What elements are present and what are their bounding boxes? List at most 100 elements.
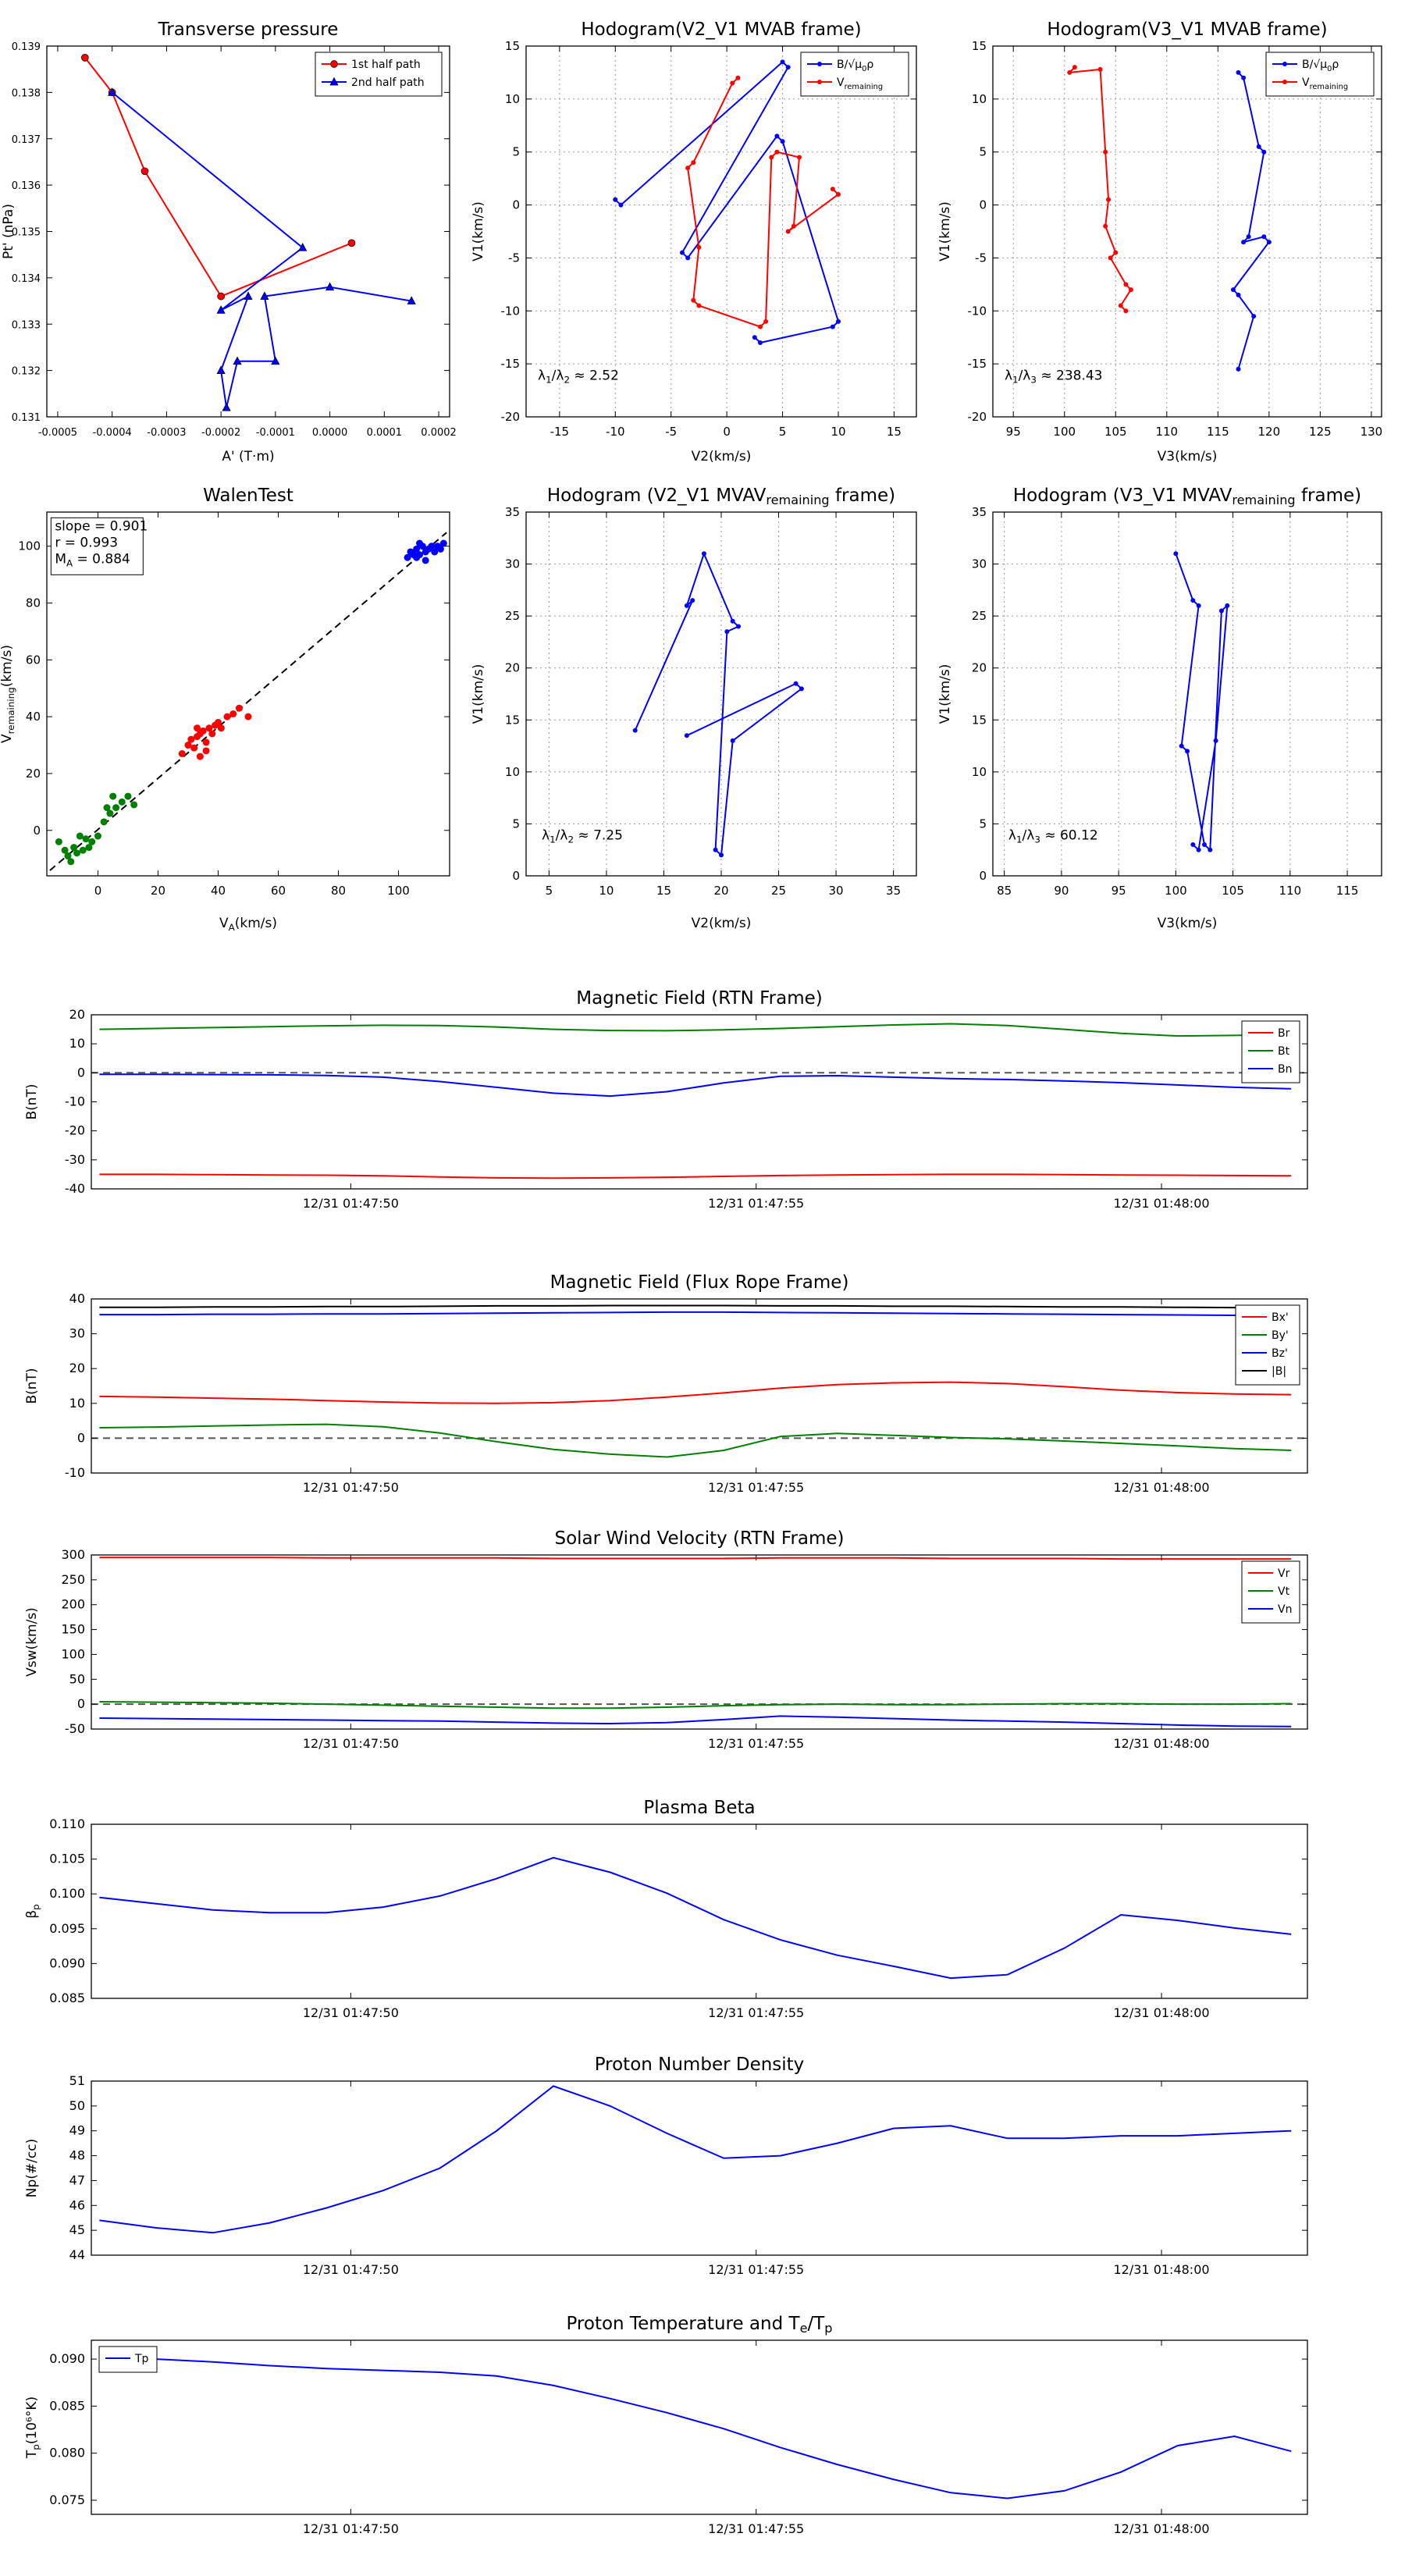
y-tick-label: 0.075 [49, 2492, 85, 2507]
ticks: 12/31 01:47:50 12/31 01:47:55 12/31 01:48:… [65, 1007, 1307, 1211]
x-tick-label: 20 [713, 884, 728, 898]
x-tick-label: 0.0002 [421, 427, 457, 439]
y-tick-label: -20 [968, 410, 987, 424]
x-axis-label: V2(km/s) [692, 916, 752, 931]
legend: B/√μ0ρ Vremaining [1265, 52, 1375, 97]
series-group [99, 1856, 1292, 1980]
x-tick-label: 12/31 01:47:50 [303, 1736, 399, 1751]
axes-frame [91, 1823, 1308, 1999]
x-tick-label: 12/31 01:47:55 [708, 1480, 804, 1495]
y-tick-label: 0 [979, 869, 987, 883]
x-tick-label: 0.0000 [312, 427, 348, 439]
x-tick-label: 5 [546, 884, 553, 898]
axes-frame [91, 2080, 1308, 2256]
y-tick-label: 20 [26, 767, 41, 781]
y-tick-label: 5 [979, 817, 987, 831]
y-tick-label: 10 [69, 1396, 85, 1411]
x-tick-label: 12/31 01:47:50 [303, 2005, 399, 2020]
y-tick-label: -15 [501, 357, 521, 371]
ticks: -15 -10 -5 0 5 10 15 -20 -15 -10 -5 0 5 10 15 [501, 39, 916, 439]
beta-p [99, 1856, 1292, 1980]
legend-label: Bx' [1272, 1311, 1289, 1324]
ticks: 12/31 01:47:50 12/31 01:47:55 12/31 01:48:… [61, 1547, 1307, 1751]
series-group [632, 551, 804, 858]
legend: B/√μ0ρ Vremaining [800, 52, 909, 97]
ticks: 85 90 95 100 105 110 115 0 5 10 15 20 25 30 35 [972, 505, 1382, 898]
legend-label: By' [1272, 1329, 1289, 1342]
annotation: λ1/λ2 ≈ 2.52 [538, 368, 619, 386]
y-tick-label: 15 [505, 39, 520, 53]
ticks: 0 20 40 60 80 100 0 20 40 60 80 100 [18, 512, 450, 898]
chart-hodogram-v2v1-mvab: -15 -10 -5 0 5 10 15 -20 -15 -10 -5 0 5 10 15 Hodogram(… [468, 9, 924, 470]
series-group [91, 1023, 1307, 1179]
axes-frame [91, 1298, 1308, 1474]
x-axis-label: V2(km/s) [692, 449, 752, 464]
x-tick-label: 12/31 01:47:55 [708, 2521, 804, 2536]
x-tick-label: 0 [723, 425, 731, 439]
y-axis-label: Pt' (nPa) [1, 204, 16, 259]
Vt [99, 1701, 1292, 1710]
legend-label: Vt [1278, 1585, 1290, 1598]
Bt [99, 1023, 1292, 1037]
v-remaining [687, 76, 840, 328]
y-tick-label: 5 [512, 817, 520, 831]
x-tick-label: 12/31 01:47:55 [708, 2005, 804, 2020]
panel-magnetic-field-rtn: 12/31 01:47:50 12/31 01:47:55 12/31 01:48:… [0, 977, 1319, 1226]
annotation-text: λ1/λ3 ≈ 238.43 [1005, 368, 1103, 386]
y-tick-label: 0.085 [49, 1991, 85, 2005]
annotation: λ1/λ3 ≈ 238.43 [1005, 368, 1103, 386]
y-tick-label: 15 [972, 713, 987, 727]
b-over-sqrt-mu0rho [614, 61, 840, 344]
y-tick-label: 0.139 [12, 41, 41, 53]
x-tick-label: 12/31 01:47:50 [303, 2521, 399, 2536]
Bx-prime [99, 1381, 1292, 1404]
x-tick-label: 95 [1112, 884, 1126, 898]
y-axis-label: βp [24, 1904, 41, 1918]
y-tick-label: 46 [69, 2197, 85, 2212]
axes-frame [91, 1014, 1308, 1190]
chart-title: WalenTest [203, 486, 293, 506]
legend: Bx' By' Bz' |B| [1235, 1304, 1300, 1386]
annotation-text: λ1/λ2 ≈ 2.52 [538, 368, 619, 386]
legend: Vr Vt Vn [1241, 1560, 1300, 1624]
x-tick-label: 10 [599, 884, 614, 898]
y-tick-label: 0.085 [49, 2398, 85, 2413]
x-tick-label: 125 [1309, 425, 1332, 439]
x-tick-label: -15 [550, 425, 570, 439]
y-tick-label: 0.090 [49, 2351, 85, 2366]
y-tick-label: -10 [501, 304, 521, 318]
x-tick-label: -5 [665, 425, 677, 439]
y-tick-label: 100 [61, 1646, 85, 1661]
y-tick-label: -30 [65, 1152, 85, 1167]
y-tick-label: 25 [505, 609, 520, 623]
y-tick-label: 30 [69, 1326, 85, 1341]
proton-temperature-svg: 12/31 01:47:50 12/31 01:47:55 12/31 01:48:… [24, 2314, 1308, 2536]
ticks: 95 100 105 110 115 120 125 130 -20 -15 -10 -5 0 5 10 15 [968, 39, 1383, 439]
x-tick-label: 20 [151, 884, 165, 898]
legend: 1st half path 2nd half path [315, 52, 443, 97]
x-tick-label: 85 [997, 884, 1012, 898]
y-axis-label: Vremaining(km/s) [0, 645, 16, 743]
y-tick-label: -10 [968, 304, 987, 318]
x-tick-label: 12/31 01:48:00 [1114, 1196, 1210, 1211]
x-tick-label: 40 [211, 884, 226, 898]
y-tick-label: 15 [505, 713, 520, 727]
y-tick-label: 0.110 [49, 1816, 85, 1831]
b-over-sqrt-mu0rho [1232, 72, 1271, 370]
x-tick-label: 12/31 01:47:50 [303, 1480, 399, 1495]
chart-title: Plasma Beta [643, 1798, 755, 1818]
x-tick-label: 90 [1054, 884, 1069, 898]
y-tick-label: 0.137 [12, 134, 41, 146]
x-tick-label: 100 [387, 884, 410, 898]
series-group [99, 2356, 1292, 2500]
magnetic-field-flux-rope-svg: 12/31 01:47:50 12/31 01:47:55 12/31 01:48:… [24, 1272, 1308, 1495]
annotation-text: λ1/λ2 ≈ 7.25 [542, 827, 623, 845]
x-tick-label: 12/31 01:47:50 [303, 1196, 399, 1211]
x-axis-label: V3(km/s) [1158, 916, 1218, 931]
annotation-text: slope = 0.901 [55, 518, 148, 534]
chart-title: Proton Number Density [595, 2055, 805, 2075]
axes-frame [525, 45, 917, 418]
gridlines [993, 45, 1382, 418]
chart-title: Magnetic Field (Flux Rope Frame) [550, 1272, 849, 1293]
Vr [99, 1557, 1292, 1560]
